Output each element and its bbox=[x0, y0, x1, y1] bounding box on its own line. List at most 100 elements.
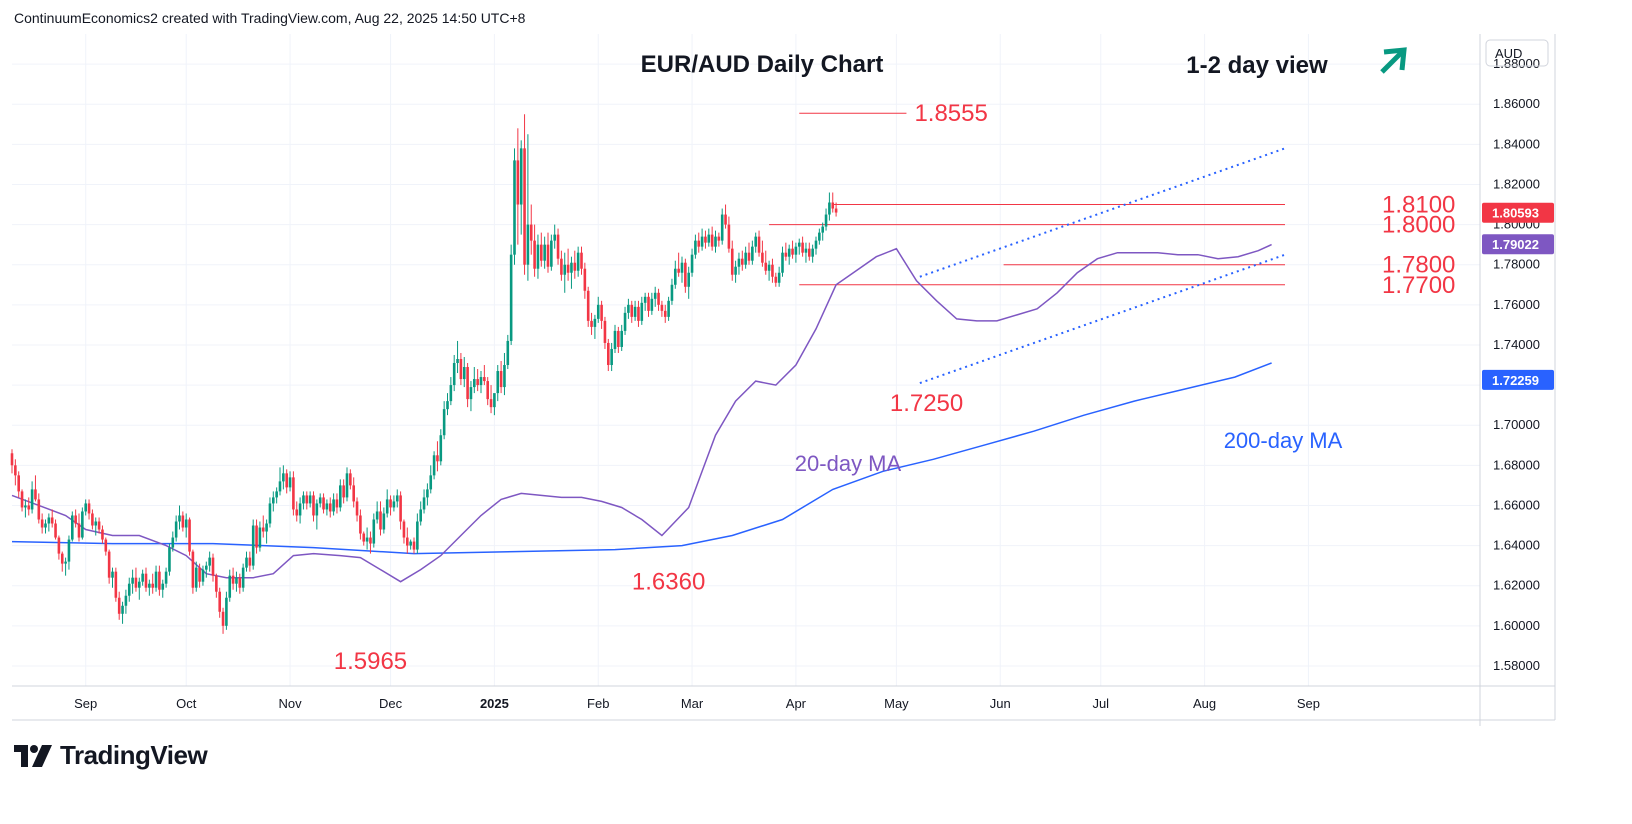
candle-body bbox=[570, 262, 573, 273]
candle-body bbox=[245, 557, 248, 568]
candle-body bbox=[238, 577, 242, 588]
candle-body bbox=[781, 252, 784, 273]
candle-body bbox=[342, 485, 345, 498]
candle-body bbox=[174, 521, 178, 538]
candle-body bbox=[714, 236, 717, 247]
candle-body bbox=[402, 521, 406, 538]
candle-body bbox=[523, 148, 526, 265]
candle-body bbox=[446, 401, 449, 410]
candle-body bbox=[151, 583, 154, 588]
moving-averages bbox=[11, 243, 1272, 583]
candle-body bbox=[221, 611, 225, 626]
candle-body bbox=[114, 571, 118, 598]
candle-body bbox=[797, 242, 801, 247]
candle-body bbox=[24, 505, 27, 508]
candle-body bbox=[583, 268, 587, 291]
candle-body bbox=[14, 465, 17, 476]
candle-body bbox=[741, 258, 744, 265]
candle-body bbox=[456, 358, 459, 364]
candle-body bbox=[747, 252, 751, 261]
candle-body bbox=[479, 377, 483, 386]
candle-body bbox=[349, 473, 352, 486]
candle-body bbox=[734, 266, 737, 275]
chart-axes: 1.880001.860001.840001.820001.800001.780… bbox=[12, 34, 1556, 726]
y-tick-label: 1.78000 bbox=[1493, 257, 1540, 272]
candle-body bbox=[580, 252, 583, 269]
level-label: 1.8555 bbox=[914, 100, 987, 127]
candle-body bbox=[131, 577, 134, 584]
candle-body bbox=[328, 503, 332, 512]
y-tick-label: 1.88000 bbox=[1493, 56, 1540, 71]
candle-body bbox=[730, 248, 734, 275]
candle-body bbox=[516, 160, 520, 205]
candle-body bbox=[700, 236, 704, 247]
candle-body bbox=[104, 539, 108, 552]
candle-body bbox=[228, 575, 232, 598]
tradingview-logo[interactable]: TradingView bbox=[14, 740, 208, 771]
candle-body bbox=[127, 583, 131, 596]
candle-body bbox=[560, 258, 563, 275]
y-tick-label: 1.60000 bbox=[1493, 618, 1540, 633]
candle-body bbox=[717, 236, 721, 241]
candle-body bbox=[34, 489, 37, 500]
candle-body bbox=[680, 262, 684, 273]
chart-header: ContinuumEconomics2 created with Trading… bbox=[14, 10, 526, 26]
candle-body bbox=[667, 300, 670, 317]
price-chart[interactable]: 1.880001.860001.840001.820001.800001.780… bbox=[0, 0, 1632, 740]
candle-body bbox=[503, 365, 506, 388]
candle-body bbox=[828, 202, 831, 215]
candle-body bbox=[543, 244, 546, 261]
chart-grid bbox=[12, 34, 1480, 686]
candle-body bbox=[613, 330, 617, 349]
candle-body bbox=[47, 517, 51, 524]
candle-body bbox=[576, 252, 580, 271]
candle-body bbox=[603, 320, 607, 343]
candle-body bbox=[359, 515, 362, 534]
candle-body bbox=[834, 208, 838, 213]
candle-body bbox=[107, 551, 111, 578]
candle-body bbox=[818, 232, 821, 241]
candle-body bbox=[804, 248, 808, 253]
candle-body bbox=[144, 573, 148, 588]
candle-body bbox=[620, 330, 623, 347]
low-label: 1.7250 bbox=[890, 390, 963, 417]
up-arrow-icon bbox=[1380, 47, 1407, 74]
candle-body bbox=[536, 244, 540, 269]
candle-body bbox=[44, 523, 47, 528]
y-tick-label: 1.86000 bbox=[1493, 96, 1540, 111]
candle-body bbox=[771, 264, 774, 277]
x-tick-label: Jul bbox=[1092, 696, 1109, 711]
candle-body bbox=[81, 511, 84, 538]
candle-body bbox=[148, 583, 151, 588]
candle-body bbox=[442, 409, 446, 436]
candle-body bbox=[499, 371, 503, 388]
candle-body bbox=[566, 264, 570, 273]
currency-label: AUD bbox=[1495, 46, 1522, 61]
candle-body bbox=[94, 521, 98, 526]
y-tick-label: 1.64000 bbox=[1493, 538, 1540, 553]
candle-body bbox=[707, 234, 711, 243]
candle-body bbox=[312, 495, 315, 516]
candle-body bbox=[493, 393, 496, 408]
candle-body bbox=[553, 234, 556, 241]
candle-body bbox=[285, 473, 288, 488]
candle-body bbox=[777, 272, 781, 283]
candle-body bbox=[449, 385, 453, 402]
candle-body bbox=[607, 342, 610, 366]
candle-body bbox=[737, 258, 741, 267]
candle-body bbox=[138, 581, 141, 588]
candle-body bbox=[764, 262, 768, 271]
candle-body bbox=[627, 304, 630, 313]
candle-body bbox=[690, 254, 694, 273]
candle-body bbox=[339, 485, 342, 508]
candle-body bbox=[161, 583, 165, 590]
candle-body bbox=[509, 254, 513, 341]
candle-body bbox=[684, 262, 687, 287]
candle-body bbox=[10, 453, 14, 466]
candle-body bbox=[288, 477, 292, 488]
candle-body bbox=[529, 224, 533, 241]
candle-body bbox=[814, 240, 818, 249]
candle-body bbox=[211, 557, 215, 576]
candle-body bbox=[744, 252, 747, 265]
candle-body bbox=[91, 513, 94, 526]
